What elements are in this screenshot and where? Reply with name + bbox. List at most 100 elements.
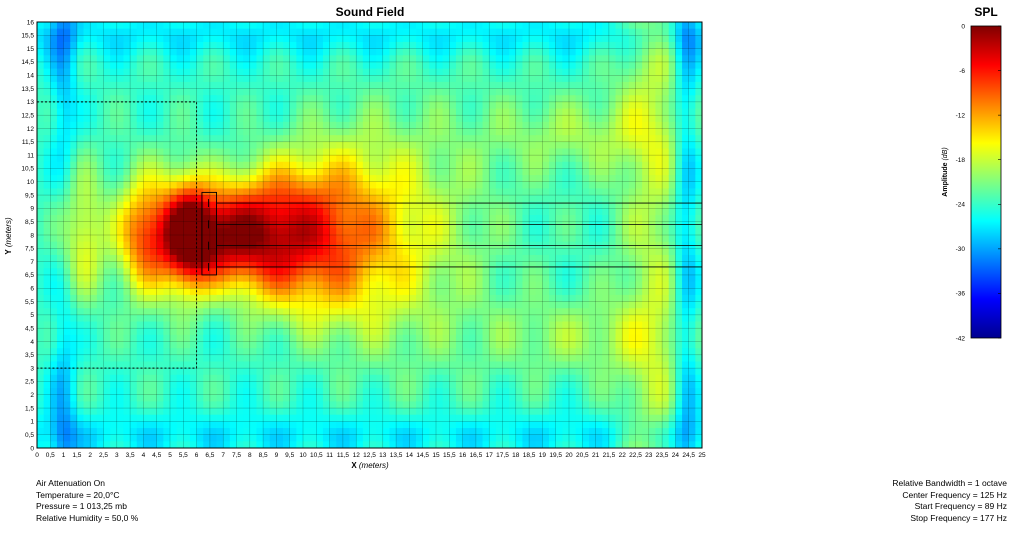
heatmap-cell <box>76 208 84 216</box>
heatmap-cell <box>449 95 457 103</box>
heatmap-cell <box>515 288 523 296</box>
heatmap-cell <box>515 188 523 196</box>
heatmap-cell <box>103 241 111 249</box>
heatmap-cell <box>455 215 463 223</box>
heatmap-cell <box>509 354 517 362</box>
heatmap-cell <box>289 128 297 136</box>
heatmap-cell <box>303 161 311 169</box>
heatmap-cell <box>156 48 164 56</box>
heatmap-cell <box>422 401 430 409</box>
heatmap-cell <box>455 288 463 296</box>
heatmap-cell <box>283 208 291 216</box>
heatmap-cell <box>143 188 151 196</box>
heatmap-cell <box>342 141 350 149</box>
heatmap-cell <box>130 428 138 436</box>
heatmap-cell <box>382 414 390 422</box>
heatmap-cell <box>150 421 158 429</box>
heatmap-cell <box>76 308 84 316</box>
heatmap-cell <box>189 274 197 282</box>
heatmap-cell <box>196 428 204 436</box>
heatmap-cell <box>256 354 264 362</box>
heatmap-cell <box>43 81 51 89</box>
heatmap-cell <box>462 168 470 176</box>
heatmap-cell <box>436 181 444 189</box>
heatmap-cell <box>369 201 377 209</box>
heatmap-cell <box>396 368 404 376</box>
heatmap-cell <box>469 261 477 269</box>
heatmap-cell <box>43 381 51 389</box>
heatmap-cell <box>322 141 330 149</box>
heatmap-cell <box>436 168 444 176</box>
heatmap-cell <box>276 428 284 436</box>
heatmap-cell <box>376 208 384 216</box>
heatmap-cell <box>130 348 138 356</box>
heatmap-cell <box>143 128 151 136</box>
heatmap-cell <box>409 195 417 203</box>
heatmap-cell <box>236 188 244 196</box>
heatmap-cell <box>150 348 158 356</box>
heatmap-cell <box>529 181 537 189</box>
heatmap-cell <box>276 341 284 349</box>
heatmap-cell <box>303 22 311 30</box>
heatmap-cell <box>170 235 178 243</box>
heatmap-cell <box>502 361 510 369</box>
heatmap-cell <box>515 75 523 83</box>
heatmap-cell <box>90 388 98 396</box>
heatmap-cell <box>156 221 164 229</box>
heatmap-cell <box>409 301 417 309</box>
heatmap-cell <box>136 22 144 30</box>
heatmap-cell <box>103 388 111 396</box>
heatmap-cell <box>163 414 171 422</box>
heatmap-cell <box>396 55 404 63</box>
heatmap-cell <box>90 254 98 263</box>
heatmap-cell <box>223 368 231 376</box>
heatmap-cell <box>103 88 111 96</box>
heatmap-cell <box>316 414 324 422</box>
heatmap-cell <box>429 348 437 356</box>
heatmap-cell <box>329 441 337 449</box>
heatmap-cell <box>389 108 397 116</box>
heatmap-cell <box>269 141 277 149</box>
heatmap-cell <box>76 188 84 196</box>
heatmap-cell <box>249 41 257 50</box>
heatmap-cell <box>196 35 204 43</box>
heatmap-cell <box>482 268 490 276</box>
heatmap-cell <box>176 394 184 402</box>
heatmap-cell <box>236 208 244 216</box>
heatmap-cell <box>196 348 204 356</box>
heatmap-cell <box>502 175 510 183</box>
heatmap-cell <box>542 421 550 429</box>
heatmap-cell <box>249 155 257 163</box>
heatmap-cell <box>276 128 284 136</box>
heatmap-cell <box>130 394 138 402</box>
heatmap-cell <box>43 414 51 422</box>
heatmap-cell <box>502 121 510 129</box>
heatmap-cell <box>389 55 397 63</box>
heatmap-cell <box>436 141 444 149</box>
heatmap-cell <box>130 221 138 229</box>
heatmap-cell <box>469 274 477 282</box>
heatmap-cell <box>63 81 71 89</box>
heatmap-cell <box>176 434 184 442</box>
heatmap-cell <box>402 121 410 129</box>
heatmap-cell <box>163 308 171 316</box>
heatmap-cell <box>502 334 510 342</box>
heatmap-cell <box>143 108 151 116</box>
heatmap-cell <box>196 368 204 376</box>
heatmap-cell <box>90 334 98 342</box>
heatmap-cell <box>509 101 517 109</box>
heatmap-cell <box>276 68 284 76</box>
heatmap-cell <box>83 321 91 329</box>
heatmap-cell <box>436 201 444 209</box>
heatmap-cell <box>50 314 58 322</box>
heatmap-cell <box>143 441 151 449</box>
heatmap-cell <box>369 354 377 362</box>
heatmap-cell <box>223 221 231 229</box>
heatmap-cell <box>123 208 131 216</box>
heatmap-cell <box>389 281 397 289</box>
heatmap-cell <box>156 301 164 309</box>
heatmap-cell <box>309 181 317 189</box>
heatmap-cell <box>442 208 450 216</box>
heatmap-cell <box>549 408 557 416</box>
heatmap-cell <box>462 361 470 369</box>
